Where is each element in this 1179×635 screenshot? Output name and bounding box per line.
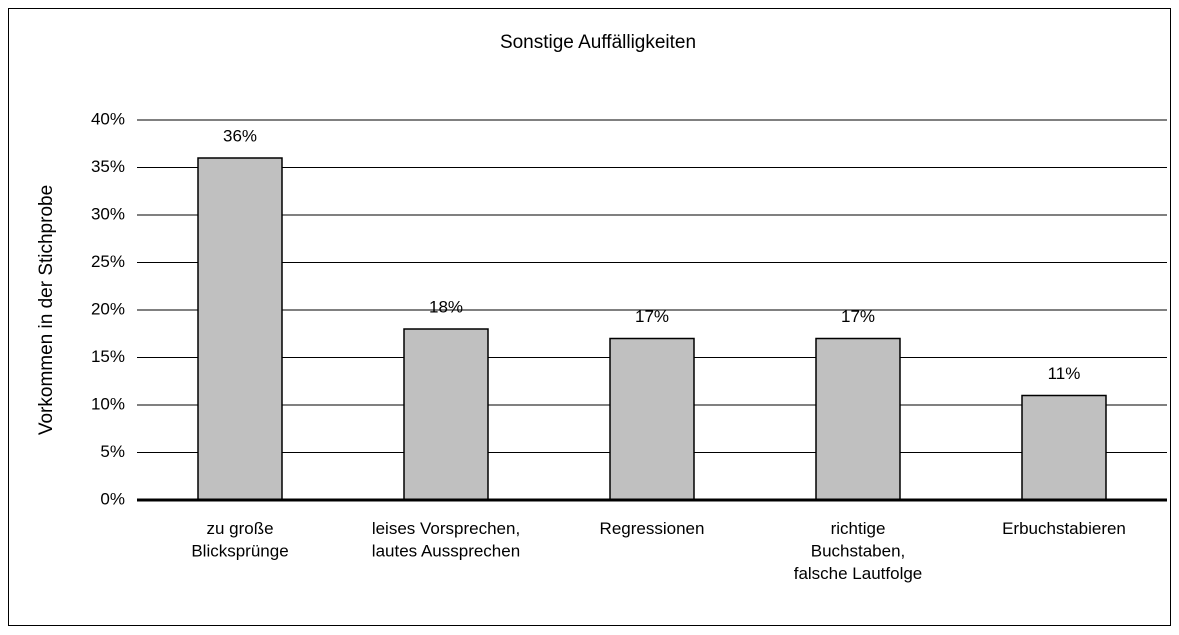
x-tick-label: Erbuchstabieren xyxy=(1002,519,1126,538)
bar xyxy=(1021,394,1107,501)
chart-border xyxy=(8,8,1171,626)
y-tick-label: 25% xyxy=(91,252,125,271)
y-tick-label: 30% xyxy=(91,204,125,223)
chart-title: Sonstige Auffälligkeiten xyxy=(500,32,696,53)
y-tick-label: 10% xyxy=(91,394,125,413)
x-tick-label: leises Vorsprechen, lautes Aussprechen xyxy=(372,519,520,561)
y-axis-label: Vorkommen in der Stichprobe xyxy=(36,185,57,435)
y-tick-label: 5% xyxy=(100,442,125,461)
y-tick-label: 20% xyxy=(91,299,125,318)
bar xyxy=(403,328,489,501)
x-tick-label: richtige Buchstaben, falsche Lautfolge xyxy=(794,519,923,583)
y-tick-label: 15% xyxy=(91,347,125,366)
bar xyxy=(815,337,901,501)
data-label: 17% xyxy=(841,307,875,326)
y-tick-label: 0% xyxy=(100,489,125,508)
bar xyxy=(197,157,283,501)
bar xyxy=(609,337,695,501)
x-tick-label: Regressionen xyxy=(600,519,705,538)
y-tick-label: 35% xyxy=(91,157,125,176)
data-label: 36% xyxy=(223,126,257,145)
y-tick-label: 40% xyxy=(91,109,125,128)
data-label: 18% xyxy=(429,297,463,316)
data-label: 11% xyxy=(1048,364,1081,383)
x-tick-label: zu große Blicksprünge xyxy=(191,519,288,561)
data-label: 17% xyxy=(635,307,669,326)
